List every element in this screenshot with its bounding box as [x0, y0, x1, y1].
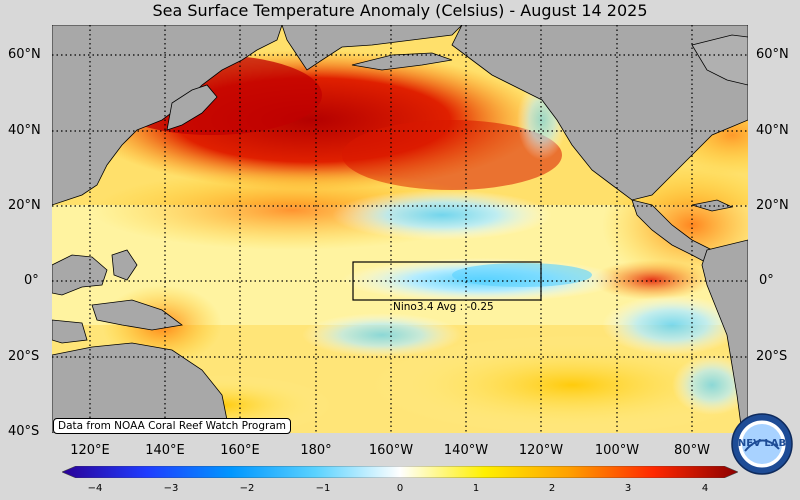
- lat-label-left-eq: 0°: [24, 273, 39, 288]
- lon-label-120e: 120°E: [70, 443, 110, 458]
- colorbar-tick-4: 4: [701, 483, 709, 494]
- map-canvas: [52, 25, 748, 433]
- lon-label-140e: 140°E: [145, 443, 185, 458]
- land-masses: [52, 25, 748, 433]
- lat-label-left-60n: 60°N: [8, 47, 41, 62]
- colorbar-tick-0: 0: [396, 483, 404, 494]
- colorbar-tick-2: 2: [548, 483, 556, 494]
- sst-anomaly-map: [52, 25, 748, 433]
- lon-label-160w: 160°W: [368, 443, 414, 458]
- lon-label-80w: 80°W: [674, 443, 710, 458]
- colorbar-tick-neg4: −4: [87, 483, 103, 494]
- north-america-landmass: [451, 25, 748, 201]
- australia-landmass: [52, 342, 228, 433]
- lat-label-left-40s: 40°S: [8, 424, 40, 439]
- lon-label-120w: 120°W: [518, 443, 564, 458]
- graticule: [52, 25, 748, 433]
- map-title: Sea Surface Temperature Anomaly (Celsius…: [152, 1, 648, 20]
- colorbar-graphic: [61, 465, 739, 479]
- colorbar: [61, 463, 739, 479]
- colorbar-tick-neg1: −1: [315, 483, 331, 494]
- nino34-average-label: Nino3.4 Avg : -0.25: [393, 301, 494, 313]
- lat-label-right-eq: 0°: [759, 273, 774, 288]
- lat-label-right-40n: 40°N: [756, 123, 789, 138]
- lat-label-left-20s: 20°S: [8, 349, 40, 364]
- colorbar-tick-1: 1: [472, 483, 480, 494]
- japan-landmass: [166, 84, 218, 131]
- lat-label-left-40n: 40°N: [8, 123, 41, 138]
- lat-label-left-20n: 20°N: [8, 198, 41, 213]
- lat-label-right-20s: 20°S: [756, 349, 788, 364]
- lat-label-right-20n: 20°N: [756, 198, 789, 213]
- nino34-region-box: [352, 261, 542, 301]
- colorbar-tick-3: 3: [624, 483, 632, 494]
- south-america-landmass: [701, 239, 748, 433]
- asia-landmass: [52, 25, 283, 206]
- nev-lab-logo: NEV LAB: [731, 413, 793, 475]
- logo-text: NEV LAB: [738, 438, 786, 449]
- lon-label-160e: 160°E: [220, 443, 260, 458]
- lon-label-100w: 100°W: [594, 443, 640, 458]
- colorbar-tick-neg2: −2: [239, 483, 255, 494]
- lon-label-140w: 140°W: [443, 443, 489, 458]
- colorbar-tick-neg3: −3: [163, 483, 179, 494]
- lon-label-180: 180°: [300, 443, 332, 458]
- lat-label-right-60n: 60°N: [756, 47, 789, 62]
- data-credit-label: Data from NOAA Coral Reef Watch Program: [53, 418, 291, 434]
